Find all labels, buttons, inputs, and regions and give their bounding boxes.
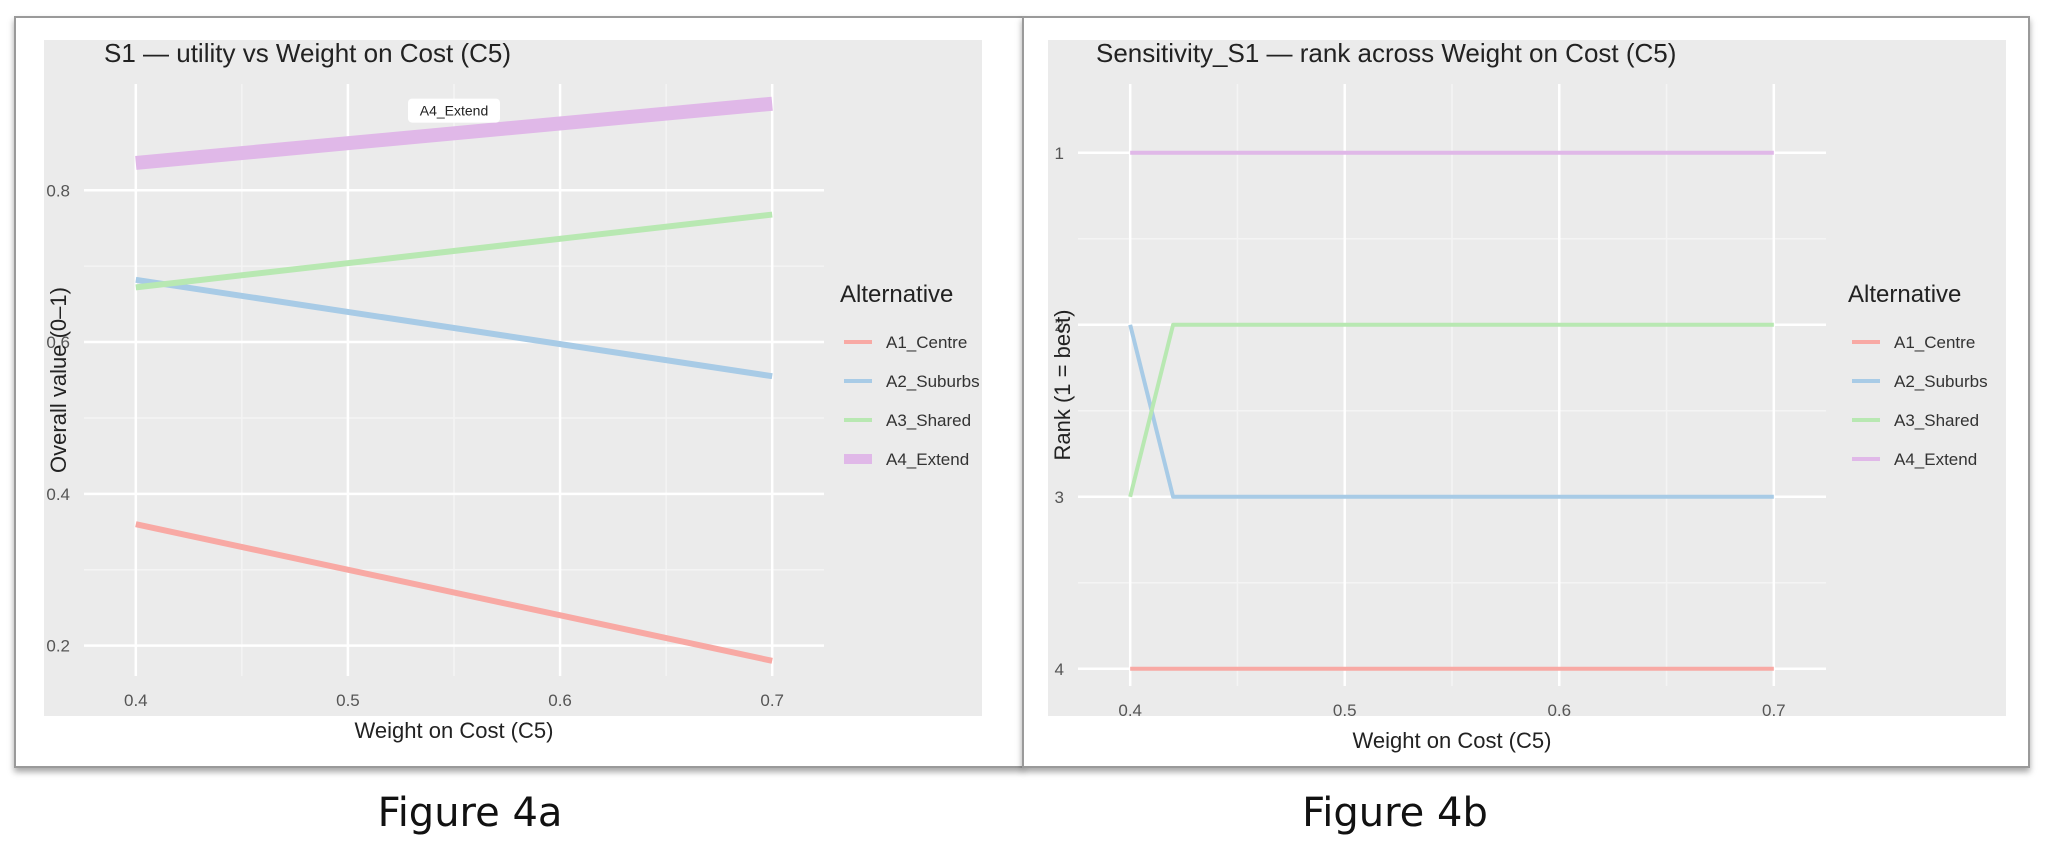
- y-axis-label: Rank (1 = best): [1050, 309, 1075, 460]
- y-tick-label: 0.4: [46, 485, 70, 504]
- y-tick-label: 0.2: [46, 637, 70, 656]
- y-axis-label: Overall value (0–1): [46, 287, 71, 473]
- y-tick-label: 1: [1055, 144, 1064, 163]
- annotation-box: [408, 98, 500, 123]
- series-line-a1-centre: [135, 521, 773, 664]
- y-tick-label: 3: [1055, 488, 1064, 507]
- annotation-label: A4_Extend: [420, 103, 489, 119]
- series-line-a4-extend: [135, 96, 773, 170]
- series-line-a3-shared: [1128, 322, 1774, 498]
- x-tick-label: 0.5: [336, 691, 360, 710]
- chart-rank: 0.4 0.5 0.6 0.7 1 2 3 4 Sensitivity_S1 — rank ac…: [1048, 38, 2006, 753]
- y-tick-label: 2: [1055, 316, 1064, 335]
- legend-label: A3_Shared: [886, 411, 971, 430]
- chart-utility: 0.4 0.5 0.6 0.7 0.2 0.4 0.6 0.8 S1 — utility vs …: [44, 38, 982, 743]
- x-tick-label: 0.6: [548, 691, 572, 710]
- legend-label: A3_Shared: [1894, 411, 1979, 430]
- legend-label: A4_Extend: [1894, 450, 1977, 469]
- x-tick-label: 0.4: [1118, 701, 1142, 720]
- plot-background: [44, 40, 982, 716]
- series-line-a3-shared: [135, 211, 773, 291]
- x-axis-label: Weight on Cost (C5): [1353, 728, 1552, 753]
- legend-label: A2_Suburbs: [886, 372, 980, 391]
- plot-background: [1048, 40, 2006, 716]
- y-tick-label: 4: [1055, 660, 1064, 679]
- x-tick-label: 0.7: [1762, 701, 1786, 720]
- legend-label: A2_Suburbs: [1894, 372, 1988, 391]
- chart-title: S1 — utility vs Weight on Cost (C5): [104, 38, 511, 68]
- y-tick-label: 0.6: [46, 333, 70, 352]
- y-tick-label: 0.8: [46, 181, 70, 200]
- x-tick-label: 0.7: [760, 691, 784, 710]
- series-line-a2-suburbs: [135, 276, 773, 380]
- series-line-a2-suburbs: [1128, 324, 1774, 499]
- x-tick-label: 0.5: [1333, 701, 1357, 720]
- legend-label: A1_Centre: [886, 333, 967, 352]
- figure-caption-4a: Figure 4a: [377, 790, 563, 836]
- legend-label: A1_Centre: [1894, 333, 1975, 352]
- x-tick-label: 0.4: [124, 691, 148, 710]
- x-axis-label: Weight on Cost (C5): [355, 718, 554, 743]
- legend-label: A4_Extend: [886, 450, 969, 469]
- legend-title: Alternative: [1848, 281, 1961, 308]
- x-tick-label: 0.6: [1547, 701, 1571, 720]
- figure-caption-4b: Figure 4b: [1302, 790, 1488, 836]
- chart-title: Sensitivity_S1 — rank across Weight on C…: [1096, 38, 1676, 68]
- legend-title: Alternative: [840, 281, 953, 308]
